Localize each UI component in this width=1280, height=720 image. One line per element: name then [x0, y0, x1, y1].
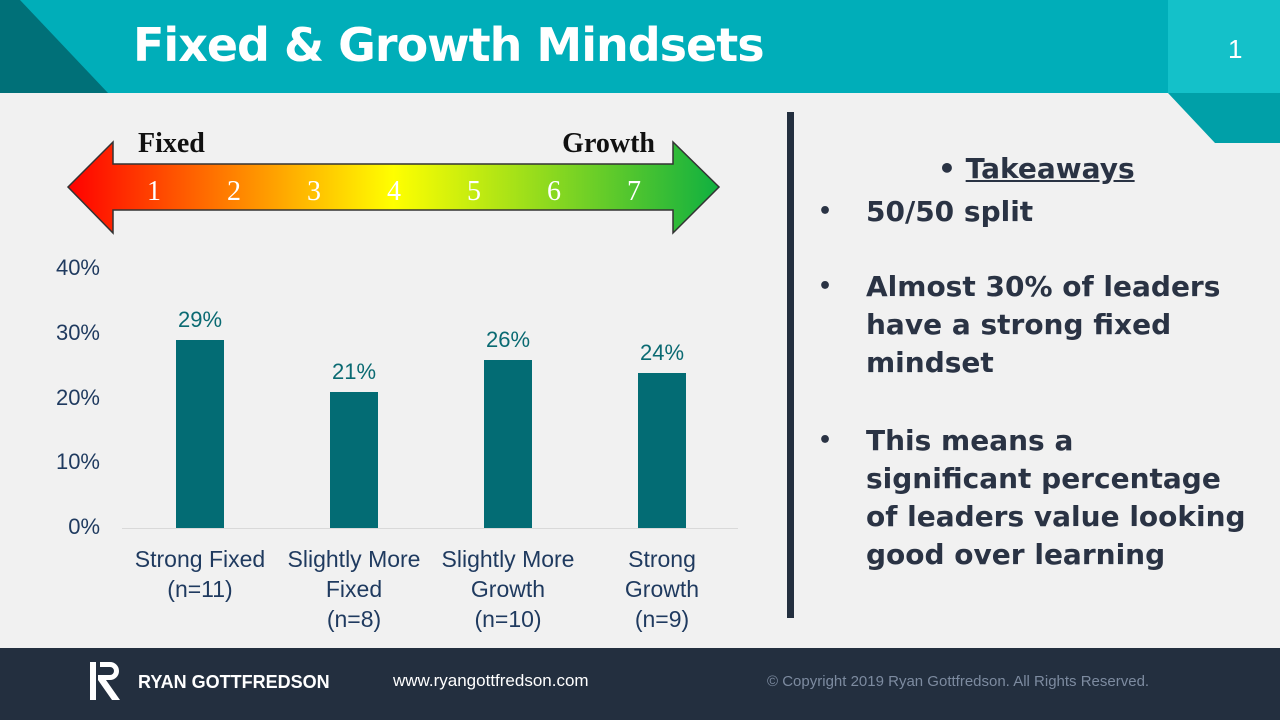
scale-left-label: Fixed — [138, 128, 205, 159]
data-label: 21% — [331, 359, 377, 385]
y-tick-label: 40% — [55, 255, 100, 280]
data-label: 29% — [177, 307, 223, 333]
category-line: Slightly More — [441, 546, 575, 572]
scale-right-label: Growth — [562, 128, 655, 159]
header-bar — [0, 0, 1280, 93]
category-line: Growth — [624, 576, 700, 602]
bullet: • — [818, 199, 833, 224]
category-line: Strong Fixed — [134, 546, 266, 572]
scale-number: 2 — [227, 176, 241, 207]
brand-name: RYAN GOTTFREDSON — [138, 672, 330, 692]
bullet: • — [818, 274, 833, 299]
x-category-label: Slightly More Growth (n=10) — [431, 544, 585, 634]
bar — [638, 372, 686, 528]
divider — [787, 112, 794, 618]
takeaway-item: Almost 30% of leaders have a strong fixe… — [866, 270, 1221, 379]
y-tick-label: 10% — [55, 449, 100, 475]
category-line: Growth — [470, 576, 546, 602]
scale-number: 4 — [387, 176, 401, 207]
header-decoration — [0, 0, 1280, 143]
scale-number: 3 — [307, 176, 321, 207]
category-line: (n=9) — [634, 606, 690, 632]
y-tick-label: 0% — [68, 514, 100, 539]
logo-icon — [90, 662, 120, 700]
x-axis-line — [122, 528, 738, 529]
bar — [330, 392, 378, 528]
mindset-scale-arrow: Fixed Growth 1 2 3 4 5 6 7 — [66, 128, 721, 235]
bullet: • — [818, 428, 833, 453]
data-label: 26% — [485, 326, 531, 352]
category-line: Slightly More — [287, 546, 421, 572]
takeaway-item: 50/50 split — [866, 195, 1034, 228]
category-line: (n=8) — [326, 606, 382, 632]
scale-number: 1 — [147, 176, 161, 207]
x-category-label: Strong Growth (n=9) — [585, 544, 739, 634]
website-link[interactable]: www.ryangottfredson.com — [393, 671, 589, 690]
takeaway-item: This means a significant percentage of l… — [866, 424, 1246, 571]
scale-number: 7 — [627, 176, 641, 207]
takeaways-heading: • Takeaways — [938, 152, 1135, 185]
category-line: Fixed — [325, 576, 383, 602]
y-tick-label: 30% — [55, 319, 100, 345]
x-category-label: Slightly More Fixed (n=8) — [277, 544, 431, 634]
category-line: (n=11) — [167, 576, 233, 602]
category-line: (n=10) — [474, 606, 542, 632]
page-title: Fixed & Growth Mindsets — [133, 18, 765, 72]
copyright: © Copyright 2019 Ryan Gottfredson. All R… — [767, 673, 1150, 690]
bar-chart: 0% 10% 20% 30% 40% 29% Strong Fixed (n=11) 21% Sl… — [0, 250, 760, 650]
scale-number: 6 — [547, 176, 561, 207]
y-tick-label: 20% — [55, 384, 100, 410]
data-label: 24% — [639, 339, 685, 365]
x-category-label: Strong Fixed (n=11) — [123, 544, 277, 604]
page-number: 1 — [1228, 34, 1243, 64]
scale-number: 5 — [467, 176, 481, 207]
bar — [484, 359, 532, 528]
bar — [176, 340, 224, 528]
category-line: Strong — [628, 546, 696, 572]
footer — [0, 648, 1280, 720]
